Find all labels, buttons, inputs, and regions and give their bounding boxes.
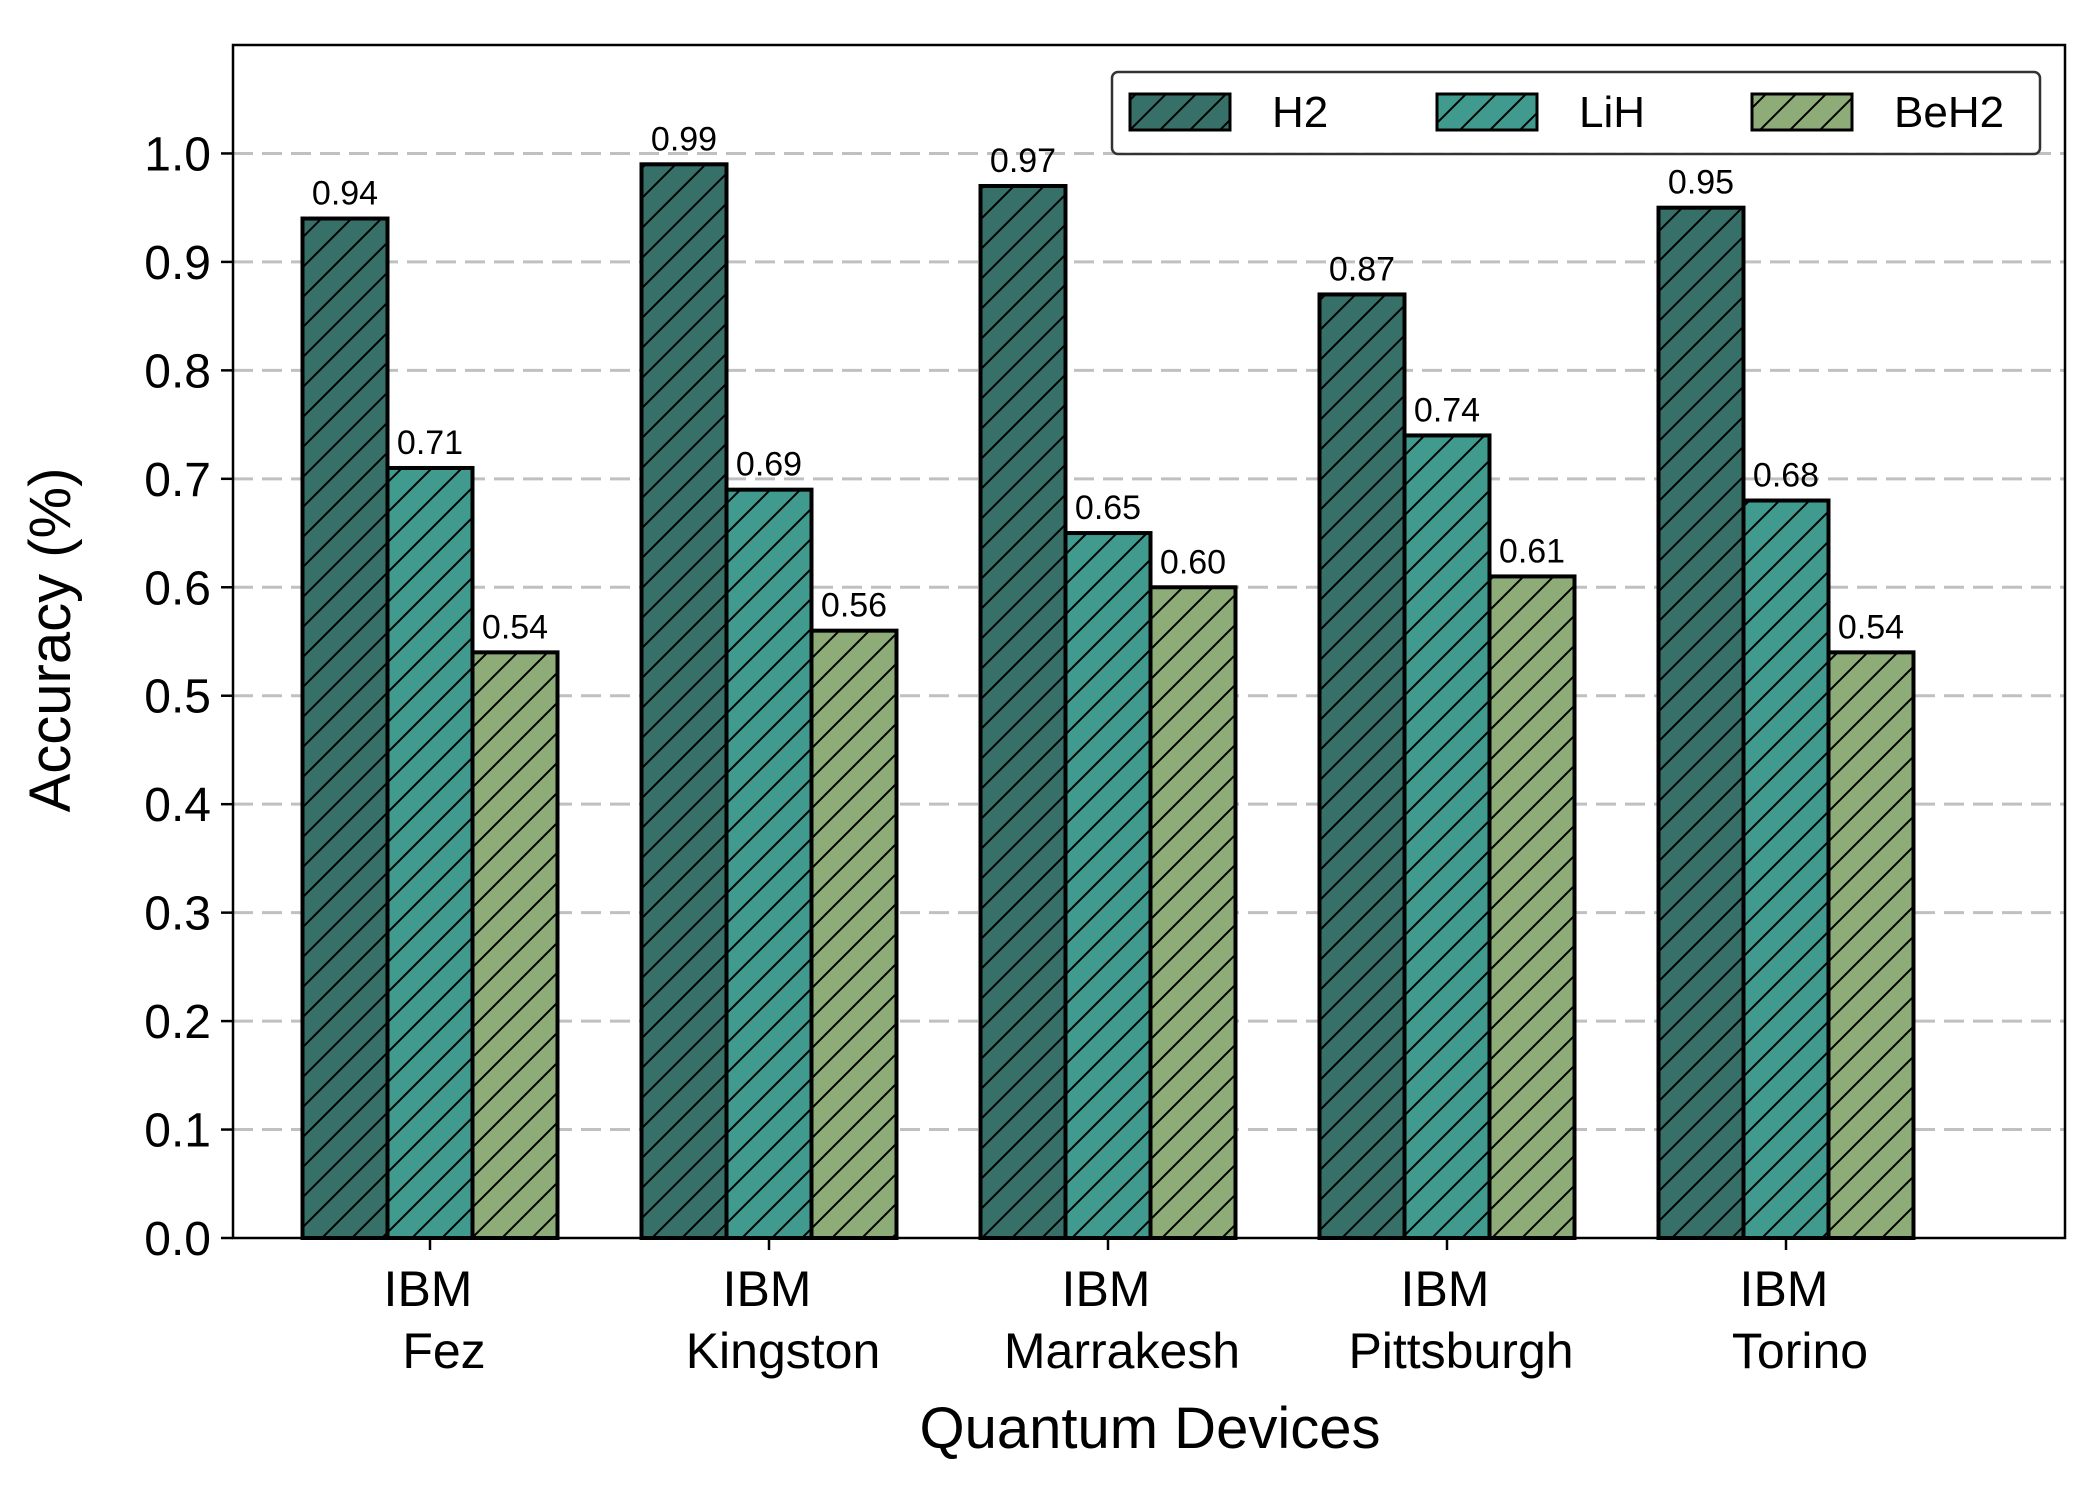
legend-swatch-hatch xyxy=(1435,92,1539,132)
x-tick-label-line2: Torino xyxy=(1732,1323,1868,1379)
data-labels: 0.94 0.71 0.54 0.99 0.69 0.56 0.97 0.65 0.60 0.87… xyxy=(312,120,1904,646)
y-tick-label: 0.5 xyxy=(144,671,211,724)
data-label-h2: 0.97 xyxy=(990,142,1056,180)
bar-hatch xyxy=(1826,650,1916,1240)
legend-swatch-hatch xyxy=(1128,92,1232,132)
x-tick-label-line1: IBM xyxy=(723,1261,812,1317)
data-label-beh2: 0.60 xyxy=(1160,543,1226,581)
legend-label-beh2: BeH2 xyxy=(1894,88,2004,137)
bar-hatch xyxy=(385,465,475,1240)
y-tick-label: 0.1 xyxy=(144,1105,211,1158)
x-tick-label-line2: Pittsburgh xyxy=(1348,1323,1573,1379)
x-tick-label-line1: IBM xyxy=(384,1261,473,1317)
bars xyxy=(300,162,1916,1241)
legend-label-lih: LiH xyxy=(1579,88,1645,137)
bar-hatch xyxy=(1487,574,1577,1240)
x-axis-title: Quantum Devices xyxy=(920,1396,1381,1461)
plot-frame xyxy=(231,43,2067,1240)
data-label-lih: 0.65 xyxy=(1075,489,1141,527)
legend-swatch-hatch xyxy=(1750,92,1854,132)
y-tick-label: 0.4 xyxy=(144,779,211,832)
y-tick-label: 0.0 xyxy=(144,1213,211,1266)
x-axis: IBM Fez IBM Kingston IBM Marrakesh IBM Pittsbur… xyxy=(384,1238,1868,1379)
data-label-h2: 0.99 xyxy=(651,120,717,158)
legend: H2 LiH BeH2 xyxy=(1110,70,2042,156)
bar-hatch xyxy=(1402,433,1492,1241)
data-label-h2: 0.94 xyxy=(312,175,378,213)
data-label-lih: 0.68 xyxy=(1753,457,1819,495)
data-label-beh2: 0.61 xyxy=(1499,532,1565,570)
y-tick-label: 0.8 xyxy=(144,345,211,398)
y-tick-label: 1.0 xyxy=(144,128,211,181)
x-tick-label-line1: IBM xyxy=(1401,1261,1490,1317)
y-tick-label: 0.2 xyxy=(144,996,211,1049)
data-label-h2: 0.95 xyxy=(1668,164,1734,202)
bar-hatch xyxy=(724,487,814,1240)
data-label-beh2: 0.54 xyxy=(482,608,548,646)
data-label-beh2: 0.54 xyxy=(1838,608,1904,646)
data-label-lih: 0.69 xyxy=(736,446,802,484)
bar-hatch xyxy=(1656,205,1746,1241)
x-tick-label-line1: IBM xyxy=(1740,1261,1829,1317)
x-tick-label-line2: Marrakesh xyxy=(1004,1323,1240,1379)
y-tick-label: 0.9 xyxy=(144,237,211,290)
bar-hatch xyxy=(470,650,560,1240)
legend-label-h2: H2 xyxy=(1272,88,1328,137)
bar-hatch xyxy=(1148,585,1238,1240)
x-tick-label-line2: Kingston xyxy=(686,1323,881,1379)
y-axis-title: Accuracy (%) xyxy=(18,468,83,813)
bar-hatch xyxy=(978,183,1068,1240)
x-tick-label-line1: IBM xyxy=(1062,1261,1151,1317)
y-tick-label: 0.3 xyxy=(144,888,211,941)
bar-hatch xyxy=(809,628,899,1240)
data-label-lih: 0.71 xyxy=(397,424,463,462)
y-tick-label: 0.7 xyxy=(144,454,211,507)
data-label-h2: 0.87 xyxy=(1329,250,1395,288)
data-label-lih: 0.74 xyxy=(1414,391,1480,429)
data-label-beh2: 0.56 xyxy=(821,587,887,625)
bar-hatch xyxy=(1741,498,1831,1240)
x-tick-label-line2: Fez xyxy=(402,1323,485,1379)
bar-hatch xyxy=(300,216,390,1240)
y-axis: 0.0 0.1 0.2 0.3 0.4 0.5 0.6 0.7 0.8 0.9 1.0 xyxy=(144,128,233,1266)
y-tick-label: 0.6 xyxy=(144,562,211,615)
bar-hatch xyxy=(1317,292,1407,1241)
bar-hatch xyxy=(639,162,729,1240)
bar-hatch xyxy=(1063,531,1153,1240)
